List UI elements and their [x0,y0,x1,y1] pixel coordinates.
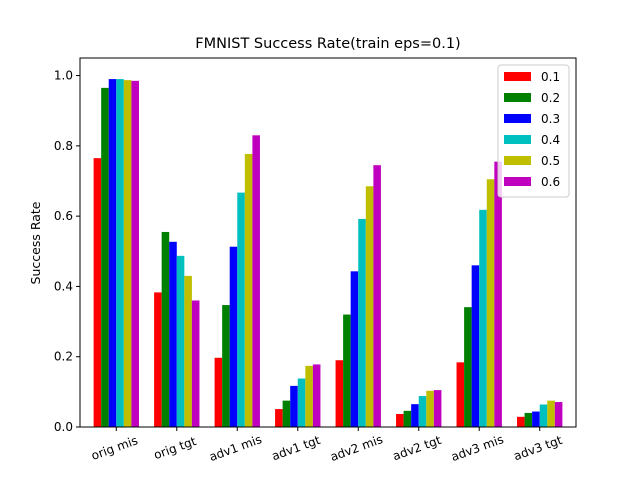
bar-adv3-tgt-series-0.1 [517,416,525,427]
bar-orig-mis-series-0.1 [93,158,102,427]
bar-adv1-mis-series-0.4 [237,192,245,427]
bar-adv1-mis-series-0.2 [222,305,230,427]
bar-adv2-mis-series-0.1 [335,360,344,427]
y-tick-label: 0.6 [54,209,73,223]
bar-adv1-mis-series-0.1 [214,357,223,427]
bar-adv2-mis-series-0.3 [350,271,359,427]
bar-adv3-tgt-series-0.2 [524,412,533,427]
y-axis-label: Success Rate [28,201,43,284]
y-tick-label: 0.0 [54,420,73,434]
bar-adv2-tgt-series-0.5 [426,390,434,427]
bar-adv2-tgt-series-0.2 [403,410,412,427]
y-tick-label: 0.8 [54,139,73,153]
legend: 0.1 0.2 0.3 0.4 0.5 0.6 [497,64,570,198]
x-tick-label: orig tgt [152,434,198,462]
bar-orig-tgt-series-0.4 [176,255,185,427]
bar-adv1-tgt-series-0.2 [282,400,291,427]
chart-title: FMNIST Success Rate(train eps=0.1) [195,36,460,52]
axes-frame [79,57,577,428]
bar-adv1-tgt-series-0.1 [275,409,283,427]
bar-adv3-mis-series-0.2 [464,307,472,427]
bar-adv2-mis-series-0.4 [358,218,366,427]
bar-orig-mis-series-0.2 [101,87,109,428]
bar-adv2-tgt-series-0.1 [396,414,404,427]
bar-adv3-mis-series-0.3 [471,265,480,427]
bar-adv1-tgt-series-0.3 [290,385,298,427]
bar-adv2-tgt-series-0.4 [418,396,427,427]
bar-orig-mis-series-0.3 [108,79,117,427]
bar-adv2-tgt-series-0.6 [433,390,442,427]
bar-orig-tgt-series-0.5 [184,275,192,427]
legend-swatch-0.4 [504,135,531,144]
legend-label-0.3: 0.3 [541,112,560,126]
bar-adv1-mis-series-0.6 [252,135,260,427]
bar-adv3-tgt-series-0.3 [532,411,540,427]
bar-adv3-tgt-series-0.4 [539,404,548,427]
bar-adv2-mis-series-0.2 [343,314,351,427]
bar-adv1-mis-series-0.3 [229,246,238,427]
x-tick-label: adv2 tgt [391,433,444,464]
legend-swatch-0.6 [504,177,531,186]
y-tick-label: 1.0 [54,69,73,83]
bar-adv2-mis-series-0.5 [365,186,374,427]
legend-swatch-0.2 [504,93,531,102]
bar-adv3-mis-series-0.6 [494,161,502,428]
bar-orig-mis-series-0.4 [116,79,124,427]
legend-label-0.1: 0.1 [541,70,560,84]
bar-adv3-mis-series-0.5 [486,179,495,427]
x-tick-label: adv1 tgt [270,433,323,464]
x-tick-label: adv2 mis [328,432,384,464]
bar-orig-mis-series-0.5 [123,80,132,427]
bar-adv1-tgt-series-0.5 [305,365,313,427]
bar-adv2-tgt-series-0.3 [411,404,419,427]
bar-adv1-tgt-series-0.4 [297,378,306,427]
x-tick-label: adv3 tgt [512,433,565,464]
bar-orig-tgt-series-0.1 [154,292,162,427]
legend-label-0.4: 0.4 [541,133,560,147]
legend-label-0.2: 0.2 [541,91,560,105]
bar-orig-tgt-series-0.6 [191,300,200,427]
bar-adv2-mis-series-0.6 [373,165,381,427]
bar-adv1-mis-series-0.5 [244,153,253,427]
legend-label-0.6: 0.6 [541,175,560,189]
legend-swatch-0.5 [504,156,531,165]
bar-orig-tgt-series-0.2 [161,231,170,427]
x-tick-label: orig mis [89,433,139,463]
legend-swatch-0.3 [504,114,531,123]
y-tick-label: 0.2 [54,350,73,364]
legend-swatch-0.1 [504,72,531,81]
y-tick-label: 0.4 [54,279,73,293]
bar-orig-tgt-series-0.3 [169,241,177,427]
legend-label-0.5: 0.5 [541,154,560,168]
bar-adv3-mis-series-0.1 [456,362,465,427]
x-tick-label: adv3 mis [449,432,505,464]
bar-adv3-tgt-series-0.5 [547,400,555,427]
bar-adv3-mis-series-0.4 [479,209,487,427]
x-tick-label: adv1 mis [207,432,263,464]
bar-orig-mis-series-0.6 [131,80,139,427]
bar-adv1-tgt-series-0.6 [312,364,321,427]
bar-adv3-tgt-series-0.6 [554,402,563,427]
